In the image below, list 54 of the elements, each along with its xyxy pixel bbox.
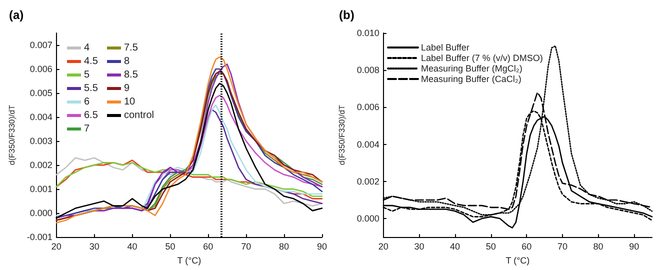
x-tick-label: 80 <box>593 242 604 252</box>
legend-label: 6.5 <box>84 110 98 121</box>
x-tick-label: 90 <box>316 242 327 252</box>
x-tick-label: 70 <box>557 242 568 252</box>
y-tick-label: 0.006 <box>356 102 380 112</box>
legend-label: 5.5 <box>84 83 98 94</box>
x-axis-title: T (°C) <box>506 256 530 266</box>
x-tick-label: 60 <box>203 242 214 252</box>
legend-label: Label Buffer <box>421 42 470 52</box>
y-tick-label: 0.000 <box>30 208 52 218</box>
y-tick-label: 0.002 <box>356 176 380 186</box>
y-tick-label: 0.004 <box>30 112 52 122</box>
legend-label: 5 <box>84 70 90 80</box>
x-tick-label: 30 <box>414 242 424 252</box>
x-tick-label: 40 <box>450 242 460 252</box>
x-tick-label: 40 <box>127 242 138 252</box>
y-tick-label: 0.002 <box>30 160 52 170</box>
x-tick-label: 70 <box>241 242 252 252</box>
legend-label: 9 <box>124 83 130 94</box>
y-tick-label: 0.000 <box>356 214 380 224</box>
x-tick-label: 50 <box>165 242 176 252</box>
y-axis-title: d(F350/F330)/dT <box>8 104 16 166</box>
legend-label: 7.5 <box>124 42 138 54</box>
legend-label: 8.5 <box>124 70 138 80</box>
legend-label: 4 <box>84 42 90 54</box>
legend-label: 7 <box>84 124 90 134</box>
x-tick-label: 50 <box>486 242 496 252</box>
legend-label: control <box>124 110 154 121</box>
y-axis-title: d(F350/F330)/dT <box>338 104 346 166</box>
legend-label: Label Buffer (7 % (v/v) DMSO) <box>421 53 543 63</box>
legend-label: 4.5 <box>84 56 98 67</box>
y-tick-label: -0.001 <box>26 232 52 242</box>
x-tick-label: 80 <box>279 242 290 252</box>
x-tick-label: 90 <box>629 242 640 252</box>
chart-title: (a) <box>9 8 24 22</box>
legend-label: 10 <box>124 96 136 108</box>
y-tick-label: 0.010 <box>356 28 380 38</box>
y-tick-label: 0.006 <box>30 64 52 74</box>
x-tick-label: 30 <box>89 242 100 252</box>
y-tick-label: 0.008 <box>356 65 380 76</box>
x-tick-label: 60 <box>522 242 532 252</box>
y-tick-label: 0.007 <box>30 40 52 50</box>
y-tick-label: 0.005 <box>30 88 52 98</box>
y-tick-label: 0.003 <box>30 136 52 146</box>
x-tick-label: 20 <box>51 242 62 252</box>
x-axis-title: T (°C) <box>177 256 202 266</box>
legend-label: Measuring Buffer (MgCl₂) <box>421 64 522 74</box>
legend-label: 6 <box>84 96 90 108</box>
x-tick-label: 20 <box>378 242 388 252</box>
legend-label: Measuring Buffer (CaCl₂) <box>421 74 522 84</box>
chart-title: (b) <box>339 8 354 22</box>
y-tick-label: 0.001 <box>30 184 52 194</box>
y-tick-label: 0.004 <box>356 139 380 150</box>
legend-label: 8 <box>124 56 130 67</box>
